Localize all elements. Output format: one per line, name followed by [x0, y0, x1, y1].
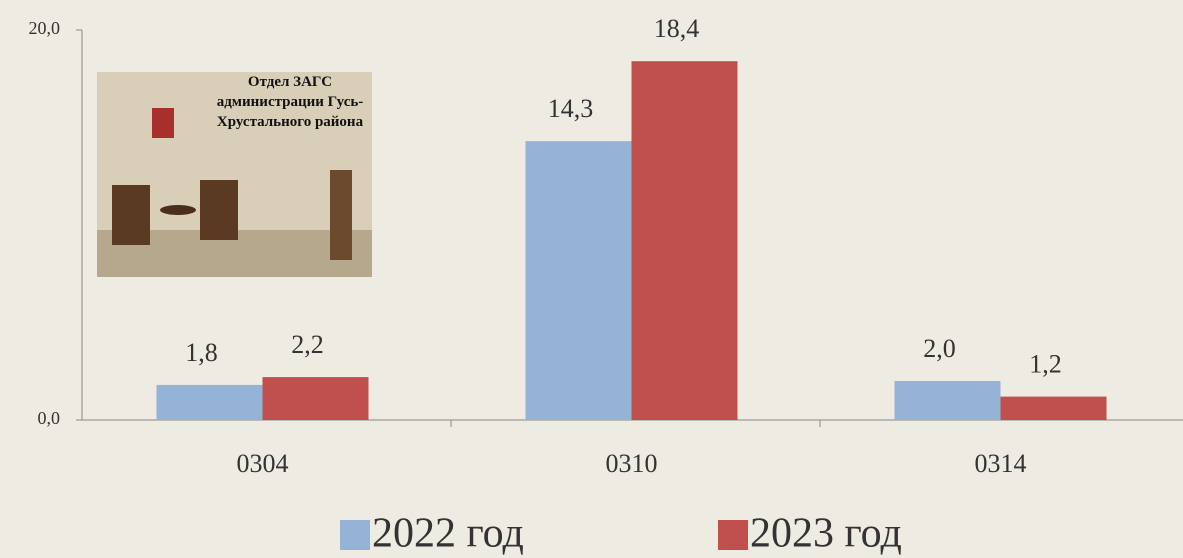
value-label: 2,2: [291, 330, 324, 359]
x-tick-label: 0314: [975, 449, 1027, 478]
legend-swatch: [718, 520, 748, 550]
photo-emblem: [152, 108, 174, 138]
y-tick-label: 0,0: [38, 408, 61, 428]
value-label: 18,4: [654, 14, 700, 43]
x-tick-label: 0304: [237, 449, 289, 478]
value-label: 1,2: [1029, 350, 1062, 379]
bar: [525, 141, 632, 420]
photo-stand: [330, 170, 352, 260]
value-label: 14,3: [548, 94, 594, 123]
photo: [97, 72, 372, 277]
y-tick-label: 20,0: [29, 18, 61, 38]
bar: [894, 381, 1001, 420]
legend-label: 2022 год: [372, 511, 524, 557]
bar: [156, 384, 263, 420]
photo-chair: [112, 185, 150, 245]
legend-label: 2023 год: [750, 511, 902, 557]
annotation: Отдел ЗАГС администрации Гусь-Хрустально…: [216, 74, 364, 130]
photo-chair: [200, 180, 238, 240]
legend-swatch: [340, 520, 370, 550]
x-tick-label: 0310: [606, 449, 658, 478]
bar: [262, 377, 369, 420]
photo-table: [160, 205, 196, 215]
value-label: 1,8: [185, 338, 218, 367]
bar: [1000, 396, 1107, 420]
bar: [631, 61, 738, 420]
value-label: 2,0: [923, 334, 956, 363]
